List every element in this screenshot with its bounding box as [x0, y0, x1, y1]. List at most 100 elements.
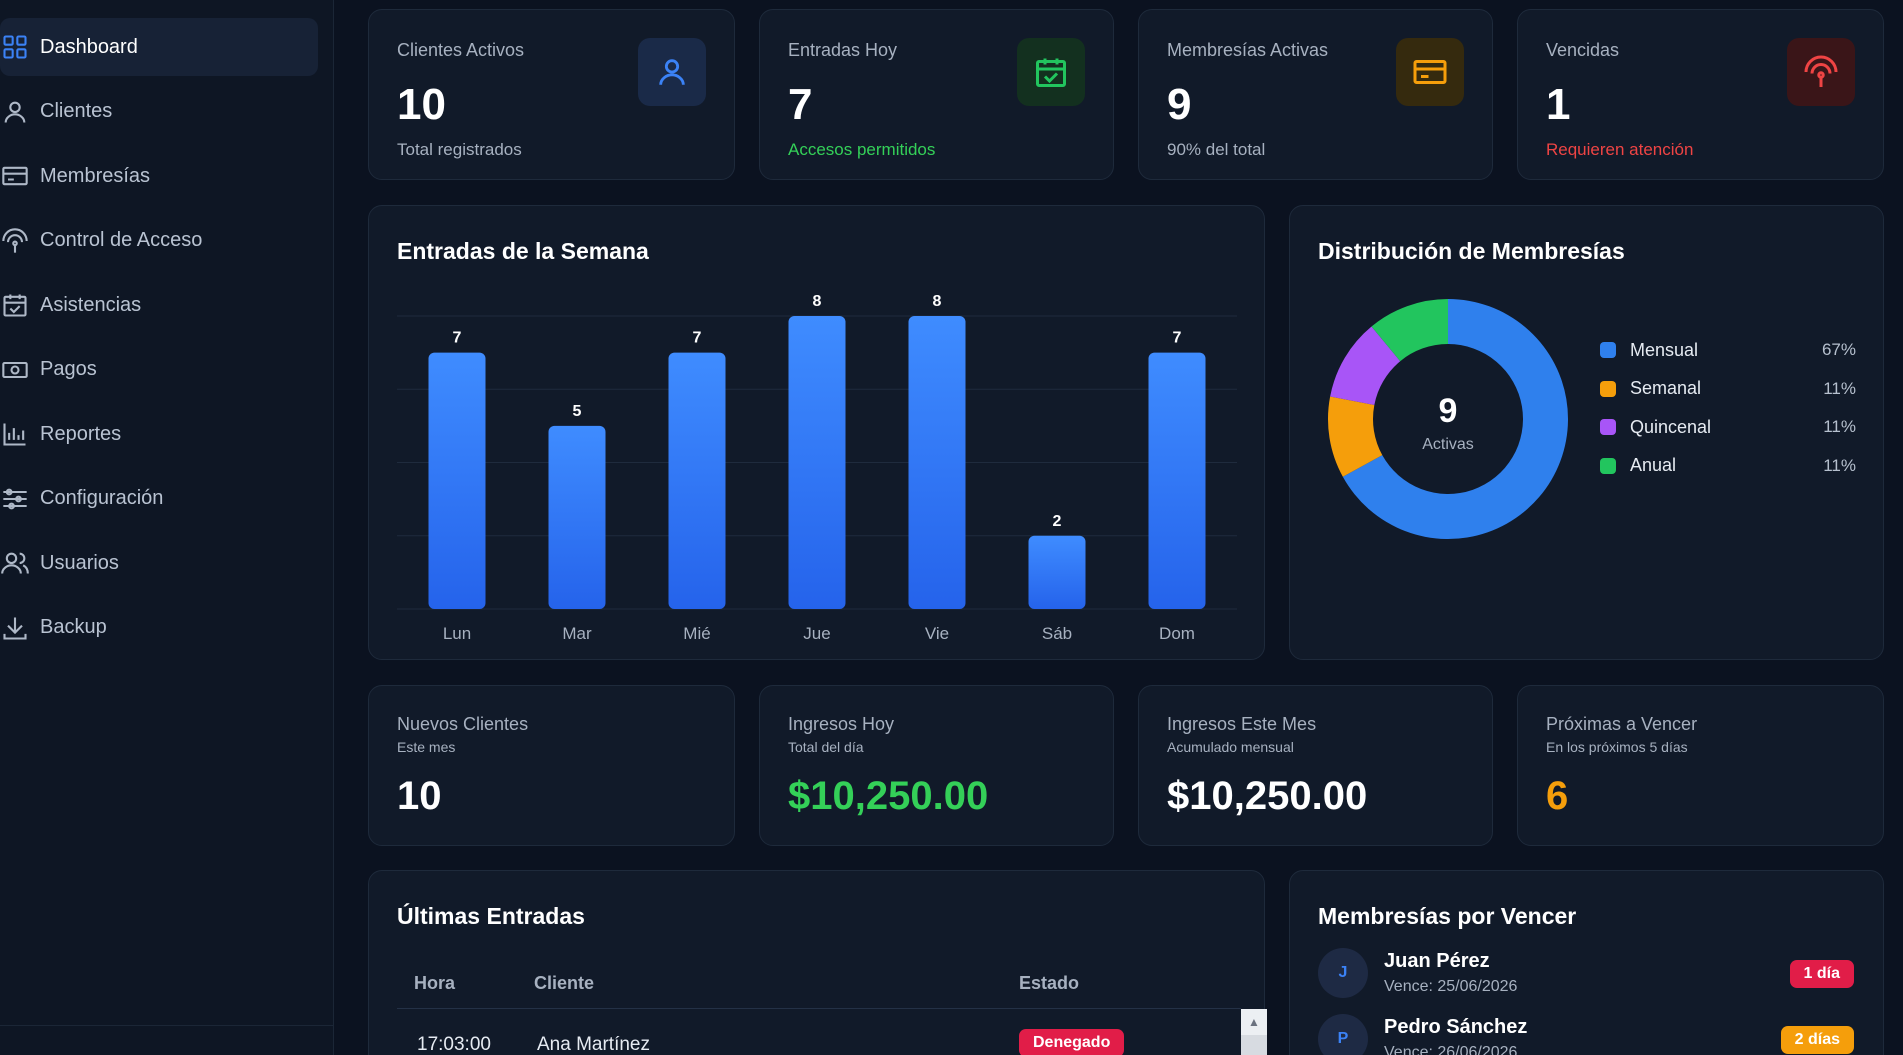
avatar: P	[1318, 1014, 1368, 1055]
donut-segment-mensual[interactable]	[1342, 299, 1568, 539]
stat-sub: Accesos permitidos	[788, 140, 936, 159]
signal-icon	[0, 226, 30, 256]
bar-dom[interactable]	[1148, 352, 1206, 609]
sidebar-item-label: Configuración	[40, 487, 164, 509]
stat-label: Clientes Activos	[397, 40, 525, 60]
latest-entries-title: Últimas Entradas	[397, 903, 585, 929]
sidebar-nav: Dashboard Clientes Membresías Control de…	[0, 18, 318, 663]
column-header-estado: Estado	[1019, 973, 1080, 993]
stat-sub: Requieren atención	[1546, 140, 1694, 159]
scroll-up-icon[interactable]: ▲	[1241, 1009, 1267, 1035]
calendar-check-icon	[0, 290, 30, 320]
donut-segment-semanal[interactable]	[1328, 396, 1383, 477]
mid-card-ingresos-hoy: Ingresos Hoy Total del día $10,250.00	[759, 685, 1114, 846]
mid-value: $10,250.00	[1167, 774, 1368, 818]
distribution-card: Distribución de Membresías 9 Activas Men…	[1289, 205, 1884, 660]
x-tick-label: Dom	[1159, 624, 1195, 643]
legend-swatch	[1600, 419, 1616, 436]
bar-value-label: 8	[813, 293, 822, 310]
x-tick-label: Mié	[683, 624, 710, 643]
bar-jue[interactable]	[788, 316, 846, 609]
bar-vie[interactable]	[908, 316, 966, 609]
signal-icon	[1787, 38, 1855, 106]
latest-entries-card: Últimas Entradas Hora Cliente Estado 17:…	[368, 870, 1267, 1055]
sidebar-item-label: Reportes	[40, 422, 122, 445]
bar-value-label: 7	[693, 330, 702, 347]
list-item[interactable]: J Juan Pérez Vence: 25/06/2026 1 día	[1318, 948, 1854, 1008]
stat-label: Membresías Activas	[1167, 40, 1329, 60]
sidebar-item-label: Pagos	[40, 358, 97, 380]
legend-name: Quincenal	[1630, 416, 1712, 437]
stat-card-entradas-hoy: Entradas Hoy 7 Accesos permitidos	[759, 9, 1114, 180]
cell-hora: 17:03:00	[417, 1034, 491, 1055]
sidebar-item-label: Clientes	[40, 100, 113, 122]
bar-sáb[interactable]	[1028, 535, 1086, 609]
sidebar-item-reportes[interactable]: Reportes	[0, 405, 318, 463]
donut-center-label: Activas	[1422, 436, 1474, 453]
sidebar-item-label: Asistencias	[40, 293, 142, 316]
mid-sub: Este mes	[397, 739, 456, 755]
entries-table-header: Hora Cliente Estado	[397, 959, 1241, 1009]
sliders-icon	[0, 484, 30, 514]
sidebar-item-membresias[interactable]: Membresías	[0, 147, 318, 205]
sidebar: Dashboard Clientes Membresías Control de…	[0, 0, 334, 1055]
sidebar-item-control-acceso[interactable]: Control de Acceso	[0, 212, 318, 270]
column-header-cliente: Cliente	[534, 973, 595, 993]
mid-card-proximas-vencer: Próximas a Vencer En los próximos 5 días…	[1517, 685, 1884, 846]
legend-name: Mensual	[1630, 339, 1699, 360]
donut-segment-anual[interactable]	[1371, 299, 1448, 362]
bar-value-label: 5	[573, 403, 582, 420]
sidebar-item-pagos[interactable]: Pagos	[0, 341, 318, 399]
sidebar-item-usuarios[interactable]: Usuarios	[0, 534, 318, 592]
donut-center-value: 9	[1439, 392, 1458, 430]
cash-icon	[0, 355, 30, 385]
download-icon	[0, 613, 30, 643]
legend-pct: 11%	[1823, 455, 1856, 475]
x-tick-label: Sáb	[1042, 624, 1072, 643]
legend-name: Anual	[1630, 455, 1677, 476]
sidebar-item-asistencias[interactable]: Asistencias	[0, 276, 318, 334]
status-badge: Denegado	[1019, 1029, 1125, 1055]
user-icon	[0, 97, 30, 127]
stat-sub: 90% del total	[1167, 140, 1266, 159]
entries-scrollbar[interactable]: ▲	[1241, 1009, 1267, 1055]
bar-lun[interactable]	[428, 352, 486, 609]
stat-label: Vencidas	[1546, 40, 1620, 60]
legend-swatch	[1600, 457, 1616, 474]
sidebar-item-clientes[interactable]: Clientes	[0, 83, 318, 141]
stat-value: 9	[1167, 80, 1192, 129]
sidebar-item-dashboard[interactable]: Dashboard	[0, 18, 318, 76]
stat-value: 10	[397, 80, 446, 129]
legend-name: Semanal	[1630, 378, 1702, 399]
sidebar-item-backup[interactable]: Backup	[0, 599, 318, 657]
bar-value-label: 7	[1173, 330, 1182, 347]
donut-segment-quincenal[interactable]	[1330, 326, 1401, 405]
expiring-name: Juan Pérez	[1384, 950, 1490, 972]
sidebar-item-label: Usuarios	[40, 551, 119, 574]
mid-sub: En los próximos 5 días	[1546, 739, 1688, 755]
card-icon	[0, 161, 30, 191]
legend-swatch	[1600, 380, 1616, 397]
bar-chart-icon	[0, 419, 30, 449]
days-left-badge: 1 día	[1789, 960, 1854, 988]
membership-donut-chart: 9 Activas	[1328, 299, 1568, 539]
x-tick-label: Jue	[803, 624, 830, 643]
sidebar-divider	[0, 1025, 333, 1026]
table-row[interactable]: 17:03:00 Ana Martínez Denegado	[397, 1009, 1217, 1055]
bar-mié[interactable]	[668, 352, 726, 609]
sidebar-item-configuracion[interactable]: Configuración	[0, 470, 318, 528]
x-tick-label: Lun	[443, 624, 471, 643]
legend-swatch	[1600, 342, 1616, 359]
legend-pct: 67%	[1821, 340, 1856, 360]
stat-sub: Total registrados	[397, 140, 522, 159]
legend-item: Mensual 67%	[1600, 331, 1856, 370]
bar-mar[interactable]	[548, 425, 606, 609]
list-item[interactable]: P Pedro Sánchez Vence: 26/06/2026 2 días	[1318, 1014, 1854, 1055]
user-icon	[638, 38, 706, 106]
mid-label: Próximas a Vencer	[1546, 714, 1698, 734]
sidebar-item-label: Membresías	[40, 164, 151, 187]
stat-label: Entradas Hoy	[788, 40, 898, 60]
legend-item: Semanal 11%	[1600, 370, 1856, 409]
expiring-card: Membresías por Vencer J Juan Pérez Vence…	[1289, 870, 1884, 1055]
calendar-check-icon	[1017, 38, 1085, 106]
